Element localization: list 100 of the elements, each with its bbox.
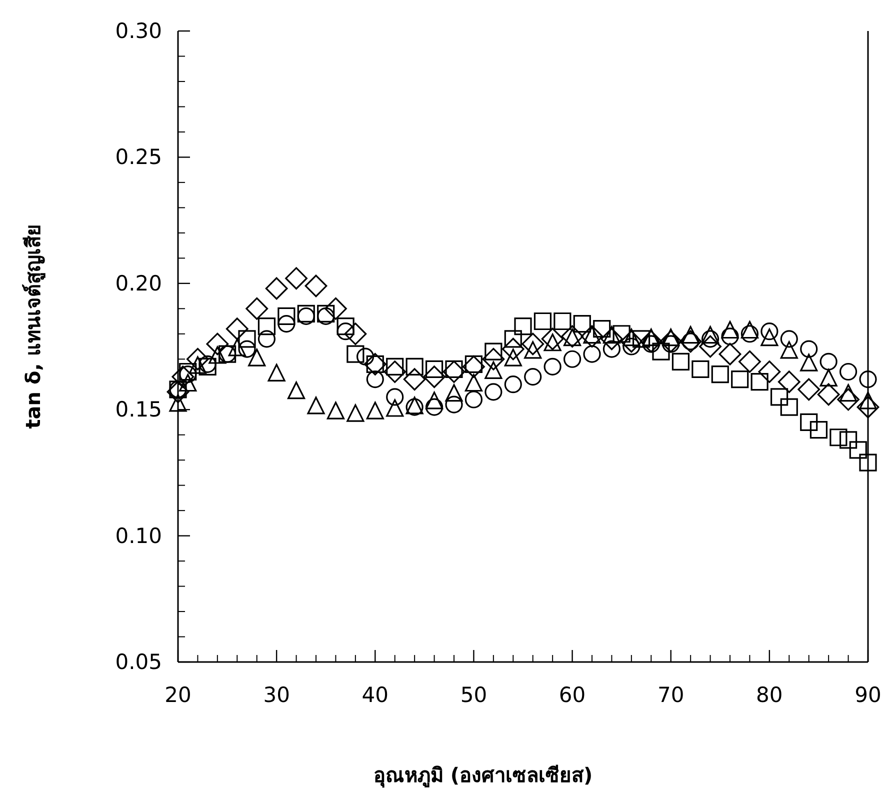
x-tick-label: 80 bbox=[756, 683, 783, 707]
point bbox=[238, 340, 256, 358]
point bbox=[504, 330, 522, 348]
point bbox=[701, 326, 720, 344]
point bbox=[169, 394, 187, 412]
point bbox=[445, 396, 463, 414]
point bbox=[837, 388, 860, 411]
x-tick-label: 40 bbox=[362, 683, 389, 707]
x-tick-label: 20 bbox=[164, 683, 192, 707]
point bbox=[632, 330, 650, 348]
point bbox=[770, 388, 788, 406]
point bbox=[534, 312, 552, 330]
point bbox=[820, 368, 838, 387]
point bbox=[258, 318, 276, 336]
x-axis-title: อุณหภูมิ (องศาเซลเซียส) bbox=[373, 763, 593, 789]
point bbox=[464, 374, 483, 392]
y-tick-label: 0.30 bbox=[115, 19, 162, 43]
point bbox=[484, 383, 502, 401]
point bbox=[524, 368, 542, 386]
point bbox=[462, 355, 485, 378]
point bbox=[386, 388, 404, 406]
point bbox=[711, 365, 729, 384]
point bbox=[425, 392, 444, 410]
point bbox=[699, 335, 722, 358]
point bbox=[561, 325, 584, 348]
point bbox=[406, 358, 424, 376]
point bbox=[425, 398, 444, 416]
point bbox=[344, 322, 367, 346]
point bbox=[366, 370, 384, 388]
point bbox=[186, 348, 209, 370]
point bbox=[760, 322, 778, 340]
point bbox=[740, 325, 759, 343]
point bbox=[522, 332, 544, 356]
y-axis-title: tan δ, แทนเจต์สูญเสีย bbox=[21, 224, 47, 429]
point bbox=[778, 370, 800, 394]
y-tick-label: 0.15 bbox=[115, 398, 162, 422]
point bbox=[800, 354, 818, 372]
point bbox=[208, 346, 226, 364]
point bbox=[324, 297, 347, 320]
point bbox=[692, 360, 710, 378]
point bbox=[278, 315, 296, 333]
point bbox=[403, 368, 426, 391]
point bbox=[839, 431, 858, 449]
point bbox=[265, 277, 288, 300]
point bbox=[356, 348, 374, 366]
point bbox=[830, 428, 848, 446]
point bbox=[660, 330, 682, 353]
point bbox=[246, 297, 268, 320]
point bbox=[721, 328, 739, 346]
point bbox=[798, 378, 820, 401]
y-tick-label: 0.25 bbox=[115, 145, 162, 170]
point bbox=[810, 420, 828, 439]
point bbox=[304, 274, 328, 298]
point bbox=[800, 413, 818, 432]
point bbox=[780, 398, 798, 416]
point bbox=[612, 325, 630, 343]
point bbox=[482, 348, 505, 370]
point bbox=[859, 370, 877, 388]
point bbox=[602, 340, 621, 358]
point bbox=[278, 307, 296, 326]
point bbox=[839, 362, 858, 381]
point bbox=[445, 384, 463, 402]
point bbox=[856, 396, 880, 418]
point bbox=[172, 366, 194, 388]
point bbox=[731, 370, 749, 388]
point bbox=[541, 328, 564, 350]
point bbox=[258, 330, 276, 348]
point bbox=[780, 330, 798, 348]
point bbox=[740, 320, 759, 339]
x-tick-label: 70 bbox=[657, 683, 684, 707]
point bbox=[386, 399, 404, 417]
point bbox=[750, 373, 768, 391]
point bbox=[718, 342, 742, 366]
point bbox=[166, 380, 190, 404]
point bbox=[326, 402, 345, 420]
point bbox=[268, 364, 286, 382]
point bbox=[554, 312, 572, 330]
point bbox=[336, 322, 354, 340]
point bbox=[859, 454, 877, 472]
point bbox=[228, 338, 246, 356]
point bbox=[738, 350, 761, 373]
point bbox=[336, 318, 354, 336]
point bbox=[285, 267, 308, 290]
point bbox=[563, 350, 582, 368]
point bbox=[652, 342, 670, 360]
point bbox=[817, 383, 840, 406]
point bbox=[780, 341, 798, 359]
x-tick-label: 30 bbox=[263, 683, 290, 707]
point bbox=[442, 360, 466, 383]
point bbox=[346, 404, 364, 422]
point bbox=[307, 396, 325, 414]
point bbox=[248, 348, 266, 366]
x-tick-label: 50 bbox=[460, 683, 488, 707]
point bbox=[583, 345, 601, 363]
point bbox=[287, 382, 306, 400]
point bbox=[600, 328, 623, 350]
point bbox=[226, 318, 248, 340]
point bbox=[423, 366, 446, 388]
y-tick-label: 0.20 bbox=[115, 271, 162, 296]
point bbox=[620, 330, 643, 353]
